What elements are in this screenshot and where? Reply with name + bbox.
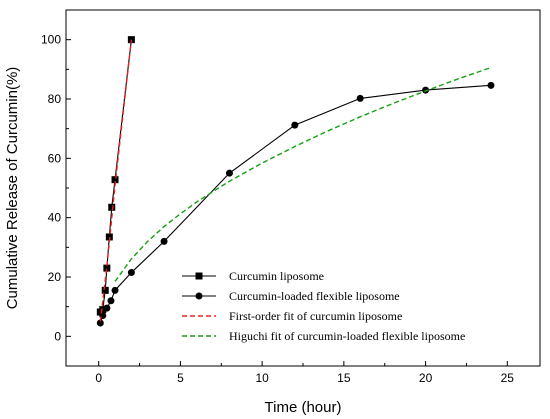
y-tick-label: 60 [48,151,62,165]
data-point-circle [291,121,299,129]
y-axis-title: Cumulative Release of Curcumin(%) [4,67,21,310]
legend: Curcumin liposome Curcumin-loaded flexibl… [182,269,465,343]
y-tick-label: 80 [48,92,62,106]
series-layer [96,36,495,327]
data-point-square [111,176,119,184]
data-point-square [103,264,111,272]
y-tick-label: 0 [54,329,61,343]
legend-item: First-order fit of curcumin liposome [182,309,402,323]
x-axis-title: Time (hour) [265,399,342,416]
data-point-circle [160,237,168,245]
y-tick-label: 20 [48,270,62,284]
x-tick-label: 25 [501,371,515,385]
x-tick-label: 15 [337,371,351,385]
legend-label: First-order fit of curcumin liposome [229,309,402,323]
data-point-circle [487,81,495,89]
data-point-square [99,306,107,314]
legend-item: Curcumin-loaded flexible liposome [182,289,400,303]
data-point-square [127,36,135,44]
x-tick-label: 10 [255,371,269,385]
x-tick-label: 5 [177,371,184,385]
legend-label: Curcumin-loaded flexible liposome [229,289,400,303]
series-line [99,39,133,322]
data-point-circle [107,297,115,305]
x-tick-label: 0 [95,371,102,385]
data-point-circle [422,86,430,94]
data-point-square [105,233,113,241]
legend-item: Curcumin liposome [182,269,324,283]
data-point-circle [195,292,203,300]
legend-label: Higuchi fit of curcumin-loaded flexible … [229,329,465,343]
data-point-circle [127,269,135,277]
data-point-circle [225,169,233,177]
x-tick-label: 20 [419,371,433,385]
data-point-circle [356,94,364,102]
data-point-circle [111,286,119,294]
series-line [99,84,492,324]
data-point-circle [96,319,104,327]
series-line [114,66,492,282]
y-tick-label: 40 [48,211,62,225]
axis-ticks: 0 5 10 15 20 25 0 20 40 60 80 100 [41,9,515,385]
legend-label: Curcumin liposome [229,269,324,283]
series-2 [99,39,133,322]
series-3 [114,66,492,282]
y-tick-label: 100 [41,33,61,47]
data-point-square [108,203,116,211]
data-point-square [101,286,109,294]
legend-item: Higuchi fit of curcumin-loaded flexible … [182,329,465,343]
data-point-square [195,272,203,280]
